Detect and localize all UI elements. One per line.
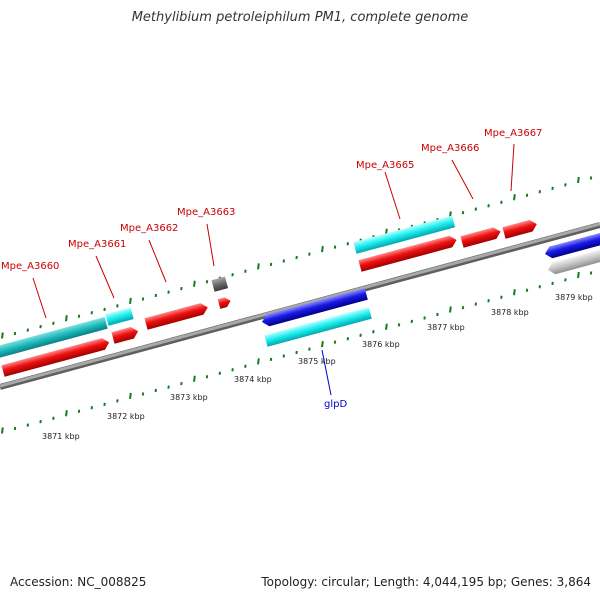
gene-label-mpe-a3663[interactable]: Mpe_A3663 (177, 207, 235, 218)
gene-arrow-mpe-a3661[interactable] (111, 325, 139, 344)
kbp-label-3873: 3873 kbp (170, 393, 208, 402)
kbp-label-3872: 3872 kbp (107, 412, 145, 421)
leader-line-glpd (321, 349, 332, 396)
upper-scale-major-tick (1, 332, 4, 339)
gene-arrow-mpe-a3663-rna[interactable] (211, 276, 229, 292)
gene-arrow-mpe-a3667[interactable] (502, 218, 538, 239)
gene-arrow-mpe-a3660-cds[interactable] (0, 317, 108, 358)
lower-scale-major-tick (321, 340, 324, 348)
kbp-label-3874: 3874 kbp (234, 375, 272, 384)
leader-line-mpe-a3662 (148, 239, 167, 283)
topology-summary-text: Topology: circular; Length: 4,044,195 bp… (261, 575, 591, 589)
gene-label-mpe-a3665[interactable]: Mpe_A3665 (356, 160, 414, 171)
lower-scale-major-tick (193, 375, 196, 382)
kbp-label-3877: 3877 kbp (427, 323, 465, 332)
kbp-label-3875: 3875 kbp (298, 357, 336, 366)
gene-arrow-mpe-a3660[interactable] (1, 337, 110, 377)
leader-line-mpe-a3660 (32, 277, 47, 319)
lower-scale-major-tick (385, 323, 388, 330)
gene-arrow-mpe-a3661-cds[interactable] (105, 307, 134, 326)
leader-line-mpe-a3661 (95, 255, 115, 299)
gene-arrow-mpe-a3665-cds[interactable] (353, 215, 456, 254)
kbp-label-3876: 3876 kbp (362, 340, 400, 349)
lower-scale-major-tick (449, 306, 452, 313)
upper-scale-major-tick (257, 263, 260, 270)
lower-scale-major-tick (65, 410, 68, 417)
accession-text: Accession: NC_008825 (10, 575, 147, 589)
gene-arrow-mpe-a3665[interactable] (358, 234, 458, 272)
kbp-label-3878: 3878 kbp (491, 308, 529, 317)
lower-scale-major-tick (129, 392, 132, 400)
gene-label-glpd[interactable]: glpD (324, 399, 347, 410)
map-title: Methylibium petroleiphilum PM1, complete… (131, 10, 469, 25)
gene-arrow-partial-blue[interactable] (543, 229, 600, 260)
lower-scale-major-tick (513, 289, 516, 296)
gene-label-mpe-a3660[interactable]: Mpe_A3660 (1, 261, 59, 272)
gene-arrow-glpd[interactable] (260, 288, 368, 328)
gene-label-mpe-a3662[interactable]: Mpe_A3662 (120, 223, 178, 234)
kbp-label-3879: 3879 kbp (555, 293, 593, 302)
gene-arrow-mpe-a3663[interactable] (217, 296, 232, 309)
leader-line-mpe-a3663 (206, 223, 215, 267)
upper-scale-major-tick (577, 176, 580, 184)
upper-scale-major-tick (513, 194, 516, 201)
upper-scale-major-tick (65, 315, 68, 322)
gene-label-mpe-a3666[interactable]: Mpe_A3666 (421, 143, 479, 154)
leader-line-mpe-a3665 (384, 171, 401, 220)
lower-scale-major-tick (1, 427, 4, 434)
kbp-label-3871: 3871 kbp (42, 432, 80, 441)
leader-line-mpe-a3667 (510, 143, 515, 192)
genome-backbone (0, 222, 600, 388)
gene-label-mpe-a3661[interactable]: Mpe_A3661 (68, 239, 126, 250)
gene-arrow-glpd-cds[interactable] (264, 307, 372, 347)
leader-line-mpe-a3666 (451, 159, 474, 200)
lower-scale-ticks (1, 271, 593, 434)
upper-scale-major-tick (321, 245, 324, 253)
lower-scale-major-tick (577, 271, 580, 279)
gene-label-mpe-a3667[interactable]: Mpe_A3667 (484, 128, 542, 139)
gene-arrow-mpe-a3662[interactable] (144, 302, 209, 330)
lower-scale-major-tick (257, 358, 260, 365)
upper-scale-major-tick (193, 280, 196, 287)
gene-arrow-mpe-a3666[interactable] (460, 226, 502, 248)
upper-scale-major-tick (129, 297, 132, 305)
